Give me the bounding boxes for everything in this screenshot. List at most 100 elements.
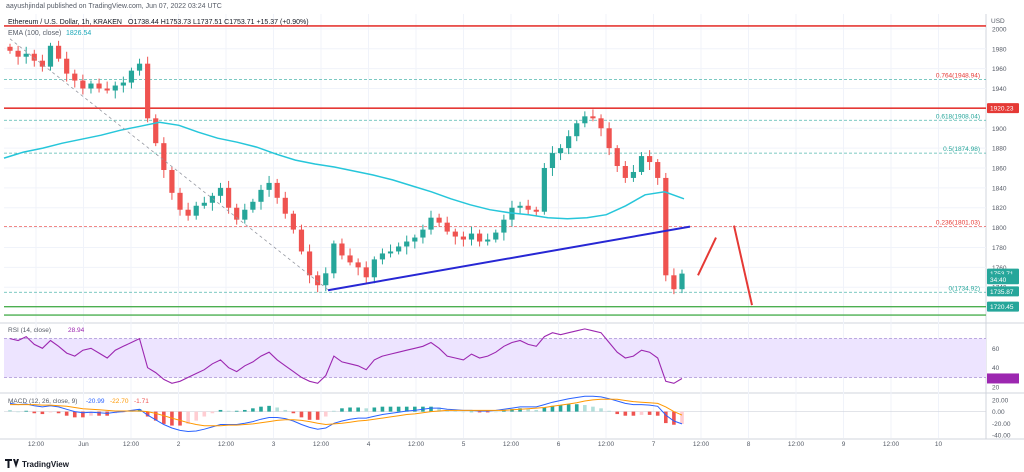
macd-histogram-bar [32, 411, 37, 414]
candle-body [217, 187, 224, 196]
symbol-title: Ethereum / U.S. Dollar, 1h, KRAKEN [8, 19, 122, 26]
time-tick-label: 12:00 [503, 441, 520, 448]
price-tag-label: 1735.87 [990, 289, 1014, 296]
time-tick-label: 12:00 [788, 441, 805, 448]
candle-body [566, 136, 572, 149]
candle-body [606, 128, 612, 149]
macd-histogram-bar [153, 411, 158, 421]
price-tag-bg [987, 103, 1019, 114]
candle-body [104, 88, 110, 91]
macd-histogram-bar [518, 408, 522, 412]
macd-histogram-bar [340, 408, 344, 412]
price-tag-bg [987, 274, 1019, 285]
macd-histogram-bar [380, 406, 385, 412]
macd-histogram-bar [631, 411, 636, 416]
candle-body [323, 273, 329, 286]
currency-label: USD [991, 18, 1005, 25]
macd-histogram-bar [615, 411, 620, 415]
candle-body [396, 246, 402, 252]
candle-body [15, 50, 21, 57]
candle-body [234, 207, 240, 220]
time-tick-label: 10 [935, 441, 943, 448]
rsi-line [9, 328, 683, 384]
macd-histogram-bar [267, 405, 271, 412]
macd-tick-label: 0.00 [992, 409, 1005, 416]
candle-body [647, 156, 653, 163]
macd-histogram-bar [242, 409, 247, 412]
macd-histogram-bar [89, 411, 93, 416]
candle-body [64, 58, 70, 74]
macd-histogram-bar [623, 411, 628, 416]
candle-body [112, 85, 118, 91]
candle-body [590, 116, 596, 119]
macd-histogram-bar [291, 411, 296, 414]
candle-body [201, 202, 207, 206]
macd-histogram-bar [226, 410, 231, 412]
macd-histogram-bar [16, 411, 20, 413]
candle-body [209, 195, 216, 203]
macd-histogram-bar [510, 409, 514, 412]
time-tick-label: 7 [652, 441, 656, 448]
macd-histogram-bar [591, 406, 595, 412]
macd-legend-value: -22.70 [110, 398, 129, 405]
macd-histogram-bar [210, 411, 215, 414]
candle-body [533, 209, 539, 212]
time-tick-label: 12:00 [313, 441, 330, 448]
rsi-legend-label: RSI (14, close) [8, 327, 51, 334]
rsi-pane: 60 40 20 RSI (14, close) 28.94 [4, 327, 1019, 392]
candle-body [274, 182, 280, 198]
ema-legend-value: 1826.54 [66, 30, 91, 37]
candle-body [452, 231, 458, 237]
candle-body [120, 82, 126, 86]
projection-up-arrow [697, 237, 717, 276]
macd-histogram-bar [332, 410, 336, 412]
macd-histogram-bar [72, 411, 77, 418]
candle-body [574, 123, 580, 137]
fib-level-label: 0(1734.92) [949, 285, 980, 292]
candle-body [298, 229, 305, 252]
candle-body [145, 63, 151, 119]
candle-body [460, 236, 466, 240]
macd-histogram-bar [259, 406, 263, 412]
macd-histogram-bar [202, 411, 207, 417]
candle-body [598, 118, 604, 129]
macd-tick-label: -20.00 [992, 421, 1011, 428]
footer-brand: TradingView [22, 460, 70, 469]
candle-body [436, 217, 442, 223]
macd-histogram-bar [218, 409, 223, 412]
candle-body [363, 267, 369, 278]
price-tag-label: 1720.45 [990, 304, 1014, 311]
candle-body [655, 162, 661, 178]
candle-body [347, 255, 353, 263]
macd-histogram-bar [396, 406, 401, 412]
macd-histogram-bar [24, 410, 28, 412]
time-tick-label: 4 [367, 441, 371, 448]
rsi-tick-label: 40 [992, 365, 1000, 372]
macd-histogram-bar [639, 411, 644, 415]
price-tag-label: 34:40 [990, 277, 1007, 284]
candle-body [258, 189, 264, 202]
candle-body [468, 233, 475, 240]
macd-histogram-bar [453, 410, 458, 412]
macd-histogram-bar [275, 407, 279, 412]
macd-legend-value: -1.71 [134, 398, 149, 405]
candle-body [549, 153, 556, 168]
price-tag-bg [987, 286, 1019, 297]
time-tick-label: 12:00 [218, 441, 235, 448]
time-tick-label: 6 [557, 441, 561, 448]
price-tick-label: 1960 [992, 66, 1007, 73]
macd-histogram-bar [599, 408, 603, 412]
candle-body [153, 118, 159, 144]
candle-body [371, 259, 377, 278]
macd-histogram-bar [542, 407, 547, 412]
price-tick-label: 1760 [992, 265, 1007, 272]
macd-histogram-bar [647, 411, 652, 415]
macd-histogram-bar [315, 411, 320, 420]
macd-histogram-bar [186, 411, 190, 424]
candle-body [476, 233, 483, 242]
macd-histogram-bar [299, 411, 304, 418]
candle-body [541, 168, 547, 212]
candle-body [250, 201, 256, 210]
candle-body [387, 251, 394, 254]
